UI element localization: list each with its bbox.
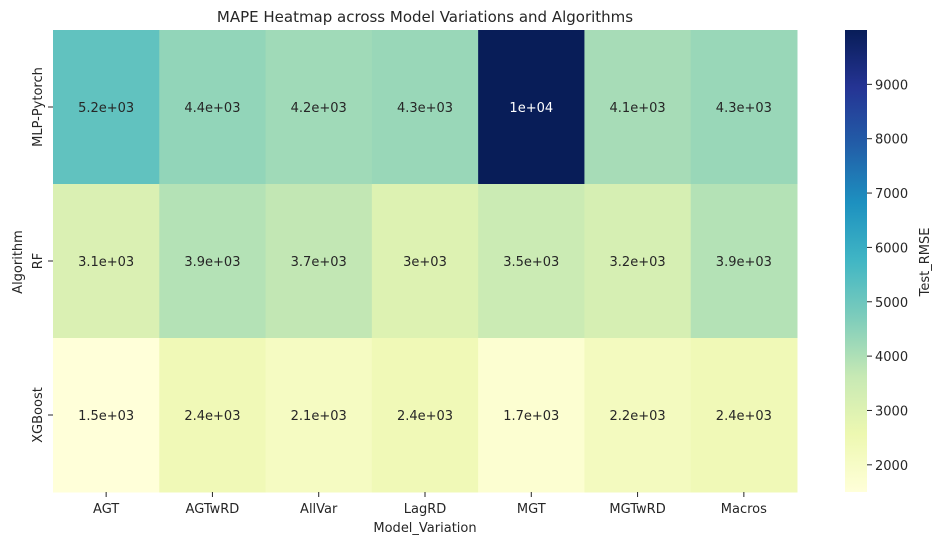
cell-annotation: 4.4e+03: [184, 101, 240, 116]
heatmap-cell: [478, 184, 585, 339]
cell-annotation: 3.9e+03: [184, 255, 240, 270]
x-tick-label: AGTwRD: [186, 502, 240, 517]
chart-title: MAPE Heatmap across Model Variations and…: [217, 8, 633, 26]
y-tick-label: RF: [31, 253, 46, 270]
y-tick-label: XGBoost: [31, 387, 46, 443]
cell-annotation: 3.9e+03: [716, 255, 772, 270]
heatmap-cell: [265, 184, 373, 339]
cell-annotation: 2.4e+03: [184, 409, 240, 424]
colorbar-tick-label: 4000: [875, 350, 908, 365]
colorbar-tick-label: 7000: [875, 187, 908, 202]
colorbar-tick-label: 9000: [875, 78, 908, 93]
cell-annotation: 2.1e+03: [291, 409, 347, 424]
cell-annotation: 4.2e+03: [291, 101, 347, 116]
x-tick-label: AGT: [93, 502, 119, 517]
x-tick-label: LagRD: [404, 502, 447, 517]
heatmap-cell: [53, 338, 160, 493]
cell-annotation: 4.3e+03: [397, 101, 453, 116]
heatmap-cell: [478, 30, 585, 185]
heatmap-cell: [159, 338, 267, 493]
cell-annotation: 3.1e+03: [78, 255, 134, 270]
heatmap-cell: [584, 30, 692, 185]
cell-annotation: 4.1e+03: [610, 101, 666, 116]
colorbar-tick-label: 5000: [875, 296, 908, 311]
heatmap-cell: [371, 30, 479, 185]
y-axis-label: Algorithm: [11, 230, 26, 294]
x-axis-ticks: AGT AGTwRD AllVar LagRD MGT MGTwRD Macros: [93, 492, 767, 517]
colorbar-tick-label: 3000: [875, 404, 908, 419]
x-tick-label: MGTwRD: [609, 502, 665, 517]
cell-annotation: 3.2e+03: [610, 255, 666, 270]
heatmap-cell: [690, 30, 798, 185]
heatmap-cell: [53, 184, 160, 339]
cell-annotation: 3e+03: [403, 255, 447, 270]
heatmap-cell: [690, 338, 798, 493]
cell-annotation: 2.2e+03: [610, 409, 666, 424]
heatmap-cell: [584, 338, 692, 493]
cell-annotation: 2.4e+03: [397, 409, 453, 424]
y-axis-ticks: MLP-Pytorch RF XGBoost: [31, 67, 53, 443]
cell-annotation: 1e+04: [509, 101, 553, 116]
x-tick-label: AllVar: [300, 502, 338, 517]
heatmap-cell: [159, 30, 267, 185]
cell-annotation: 3.7e+03: [291, 255, 347, 270]
colorbar-tick-label: 6000: [875, 241, 908, 256]
heatmap-cell: [371, 338, 479, 493]
x-tick-label: MGT: [517, 502, 546, 517]
heatmap-cell: [690, 184, 798, 339]
heatmap-cell: [53, 30, 160, 185]
heatmap-cells: 5.2e+03 4.4e+03 4.2e+03 4.3e+03 1e+04 4.1e+03…: [53, 30, 798, 493]
cell-annotation: 2.4e+03: [716, 409, 772, 424]
heatmap-cell: [584, 184, 692, 339]
colorbar: [845, 30, 867, 492]
colorbar-tick-label: 2000: [875, 459, 908, 474]
y-tick-label: MLP-Pytorch: [31, 67, 46, 147]
colorbar-label: Test_RMSE: [918, 228, 933, 298]
cell-annotation: 3.5e+03: [503, 255, 559, 270]
colorbar-ticks: 2000 3000 4000 5000 6000 7000 8000 9000: [867, 78, 908, 474]
heatmap-cell: [265, 338, 373, 493]
heatmap-cell: [265, 30, 373, 185]
colorbar-tick-label: 8000: [875, 133, 908, 148]
cell-annotation: 5.2e+03: [78, 101, 134, 116]
x-tick-label: Macros: [721, 502, 767, 517]
heatmap-cell: [371, 184, 479, 339]
heatmap-cell: [478, 338, 585, 493]
cell-annotation: 1.5e+03: [78, 409, 134, 424]
cell-annotation: 1.7e+03: [503, 409, 559, 424]
heatmap-cell: [159, 184, 267, 339]
cell-annotation: 4.3e+03: [716, 101, 772, 116]
x-axis-label: Model_Variation: [373, 521, 476, 536]
